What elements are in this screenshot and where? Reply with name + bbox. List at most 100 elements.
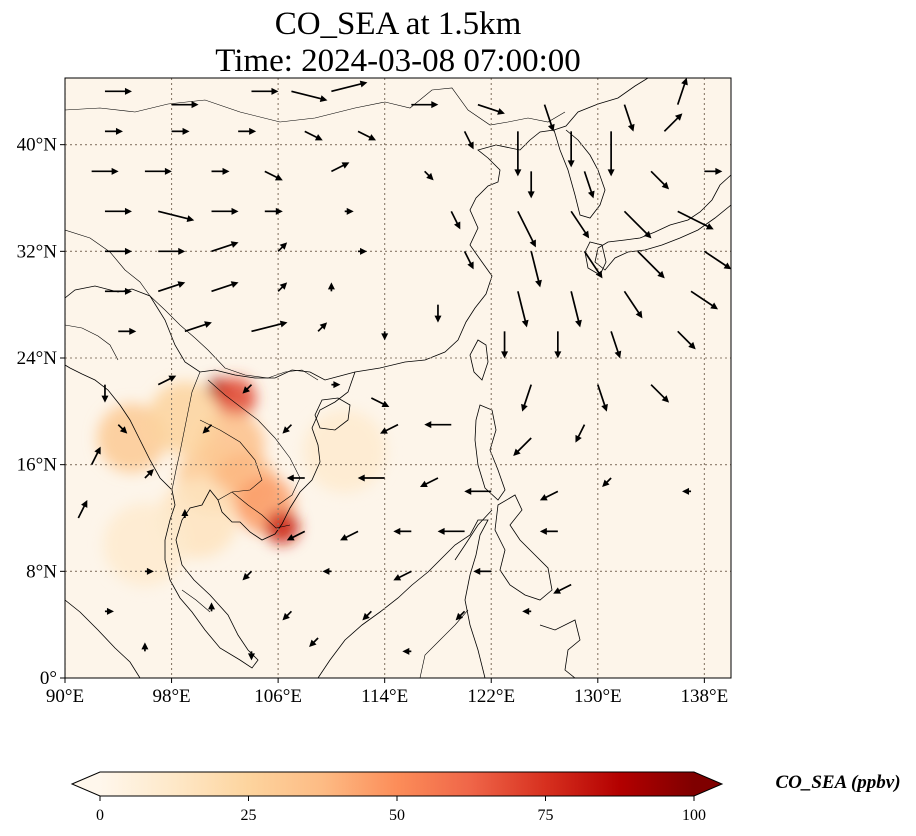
wind-arrow-47 bbox=[583, 250, 603, 279]
wind-arrow-head bbox=[614, 350, 622, 359]
wind-arrow-86 bbox=[286, 474, 305, 482]
wind-arrow-head bbox=[208, 602, 216, 610]
wind-arrow-13 bbox=[304, 130, 323, 141]
wind-arrow-head bbox=[360, 247, 368, 255]
wind-arrow-81 bbox=[424, 421, 452, 429]
wind-arrow-6 bbox=[477, 103, 505, 115]
wind-arrow-head bbox=[279, 282, 288, 290]
wind-arrow-110 bbox=[455, 610, 466, 621]
wind-arrow-33 bbox=[264, 207, 283, 215]
border-borneo bbox=[419, 609, 469, 678]
wind-arrow-head bbox=[168, 375, 177, 382]
wind-vectors bbox=[77, 78, 731, 661]
wind-arrow-109 bbox=[362, 610, 372, 621]
wind-arrow-37 bbox=[570, 210, 590, 239]
wind-arrow-41 bbox=[158, 247, 186, 255]
wind-arrow-shaft bbox=[676, 81, 687, 105]
wind-arrow-head bbox=[567, 160, 575, 168]
coastline-korea bbox=[553, 129, 606, 219]
coastline-sulawesi bbox=[539, 619, 581, 678]
wind-arrow-shaft bbox=[530, 251, 541, 284]
wind-arrow-head bbox=[101, 395, 109, 403]
wind-arrow-head bbox=[467, 261, 474, 270]
wind-arrow-99 bbox=[539, 527, 558, 535]
gridlines bbox=[65, 78, 731, 678]
wind-arrow-93 bbox=[77, 500, 88, 519]
map-background bbox=[65, 78, 731, 678]
wind-arrow-96 bbox=[340, 530, 359, 541]
wind-arrow-head bbox=[286, 534, 295, 541]
wind-arrow-82 bbox=[513, 437, 532, 456]
lon-tick-label: 90°E bbox=[46, 686, 84, 707]
wind-arrow-head bbox=[146, 469, 154, 477]
wind-arrow-100 bbox=[144, 567, 154, 575]
wind-arrow-105 bbox=[553, 583, 572, 594]
wind-arrow-shaft bbox=[610, 331, 620, 355]
wind-arrow-45 bbox=[463, 250, 474, 270]
wind-arrow-head bbox=[94, 446, 101, 455]
wind-arrow-head bbox=[381, 333, 389, 341]
wind-arrow-107 bbox=[208, 602, 216, 612]
wind-arrow-head bbox=[575, 434, 582, 443]
wind-arrow-head bbox=[381, 400, 390, 407]
title-line1: CO_SEA at 1.5km bbox=[275, 6, 522, 42]
wind-arrow-head bbox=[230, 281, 239, 288]
wind-arrow-shaft bbox=[331, 82, 364, 93]
wind-arrow-40 bbox=[104, 247, 132, 255]
wind-arrow-61 bbox=[184, 321, 212, 333]
wind-arrow-62 bbox=[251, 320, 288, 333]
wind-arrow-71 bbox=[242, 384, 253, 394]
wind-arrow-97 bbox=[393, 527, 412, 535]
wind-arrow-head bbox=[247, 653, 255, 661]
map-frame bbox=[64, 77, 732, 679]
wind-arrow-head bbox=[437, 527, 445, 535]
coastline-asia-mainland bbox=[65, 78, 649, 381]
coastline-sumatra bbox=[65, 599, 141, 678]
wind-arrow-head bbox=[688, 341, 696, 350]
wind-arrow-90 bbox=[539, 490, 559, 501]
colorbar-tick-label: 0 bbox=[96, 807, 104, 824]
wind-arrow-shaft bbox=[184, 322, 209, 333]
wind-arrow-56 bbox=[517, 291, 529, 328]
wind-arrow-52 bbox=[211, 281, 239, 293]
border-thailand-cambodia bbox=[199, 419, 263, 501]
wind-arrow-head bbox=[319, 322, 328, 330]
wind-arrow-head bbox=[715, 167, 723, 175]
wind-arrow-50 bbox=[104, 287, 132, 295]
colorbar-tick-label: 25 bbox=[241, 807, 257, 824]
wind-arrow-23 bbox=[264, 170, 283, 181]
wind-arrow-shaft bbox=[570, 291, 580, 324]
wind-arrow-18 bbox=[607, 131, 615, 177]
wind-arrow-head bbox=[124, 207, 132, 215]
wind-arrow-head bbox=[431, 101, 439, 109]
colorbar-tick-label: 100 bbox=[682, 807, 706, 824]
wind-arrow-head bbox=[242, 572, 250, 581]
lon-tick-label: 122°E bbox=[467, 686, 515, 707]
wind-arrow-73 bbox=[370, 397, 390, 407]
coastline-luzon bbox=[474, 404, 506, 501]
wind-arrow-66 bbox=[554, 331, 562, 359]
wind-arrow-49 bbox=[703, 250, 731, 270]
wind-arrow-92 bbox=[682, 487, 692, 495]
wind-arrow-head bbox=[81, 500, 88, 508]
wind-arrow-85 bbox=[144, 469, 154, 479]
map-panel bbox=[64, 77, 732, 679]
coastline-hainan bbox=[314, 397, 351, 431]
wind-arrow-head bbox=[178, 247, 186, 255]
wind-arrow-65 bbox=[501, 331, 509, 359]
wind-arrow-shaft bbox=[583, 171, 593, 195]
lat-tick-label: 0° bbox=[40, 668, 57, 689]
wind-arrow-54 bbox=[327, 282, 335, 292]
wind-arrow-head bbox=[454, 221, 461, 230]
wind-arrow-16 bbox=[514, 131, 522, 177]
wind-arrow-head bbox=[393, 574, 402, 581]
coastline-visayas-mindanao bbox=[494, 494, 553, 601]
wind-arrow-head bbox=[657, 270, 665, 279]
wind-arrow-head bbox=[146, 567, 154, 575]
latitude-ticks: 0° 8°N 16°N 24°N 32°N 40°N bbox=[17, 135, 65, 689]
wind-arrow-77 bbox=[117, 424, 128, 434]
wind-arrow-shaft bbox=[596, 384, 607, 408]
wind-arrow-head bbox=[282, 426, 290, 434]
wind-arrow-103 bbox=[393, 570, 412, 581]
wind-arrow-head bbox=[177, 281, 186, 288]
